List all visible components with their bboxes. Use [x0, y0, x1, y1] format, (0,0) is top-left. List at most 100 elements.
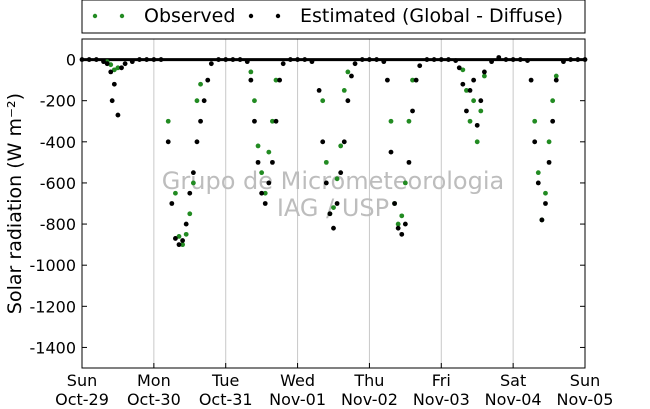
x-tick-label-date: Nov-01 — [269, 390, 326, 409]
observed-point — [190, 180, 196, 186]
observed-point — [176, 234, 182, 239]
x-tick-label-day: Wed — [280, 371, 315, 390]
estimated-point — [176, 242, 182, 248]
estimated-point — [252, 118, 257, 124]
y-tick-label: -200 — [40, 92, 76, 111]
estimated-point — [309, 59, 315, 65]
x-tick-label-date: Oct-29 — [55, 390, 109, 409]
estimated-point — [316, 88, 322, 93]
series-observed — [104, 59, 559, 248]
estimated-point — [471, 77, 477, 83]
y-tick-label: -1200 — [30, 297, 77, 316]
estimated-point — [532, 139, 538, 145]
estimated-point — [277, 77, 283, 83]
observed-point — [471, 98, 477, 104]
estimated-point — [108, 69, 114, 75]
x-tick-label-date: Oct-31 — [199, 390, 253, 409]
x-tick-label-day: Sun — [570, 371, 600, 390]
estimated-point — [255, 159, 261, 165]
estimated-point — [216, 57, 221, 62]
x-tick-label-day: Sun — [67, 371, 97, 390]
observed-point — [395, 221, 401, 227]
y-tick-label: -600 — [40, 174, 76, 193]
x-tick-label-day: Thu — [353, 371, 384, 390]
estimated-point — [417, 63, 423, 69]
estimated-point — [194, 139, 200, 145]
estimated-point — [109, 98, 115, 104]
y-tick-label: -400 — [40, 133, 76, 152]
estimated-point — [561, 59, 566, 65]
estimated-point — [410, 108, 415, 114]
observed-point — [165, 118, 171, 124]
observed-point — [478, 108, 484, 114]
estimated-point — [399, 231, 405, 237]
estimated-point — [550, 118, 556, 124]
legend-label-observed: Observed — [144, 5, 235, 27]
estimated-point — [295, 57, 300, 62]
estimated-point — [165, 139, 171, 145]
observed-point — [345, 69, 351, 75]
estimated-point — [270, 159, 275, 165]
estimated-point — [489, 59, 494, 65]
estimated-point — [546, 159, 552, 165]
observed-point — [388, 118, 394, 124]
estimated-point — [287, 57, 293, 62]
estimated-point — [374, 57, 380, 62]
y-axis-title: Solar radiation (W m⁻²) — [4, 93, 26, 314]
x-tick-label-date: Nov-02 — [341, 390, 398, 409]
estimated-point — [122, 61, 128, 67]
estimated-point — [510, 57, 516, 62]
observed-point — [460, 67, 466, 73]
observed-point — [266, 149, 272, 155]
estimated-point — [93, 57, 99, 62]
observed-point — [550, 98, 556, 104]
observed-point — [270, 118, 275, 124]
observed-point — [252, 98, 257, 104]
estimated-point — [456, 65, 462, 71]
y-axis: 0 -200 -400 -600 -800 -1000 -1200 -1400 — [30, 51, 585, 357]
x-tick-label-day: Fri — [432, 371, 451, 390]
observed-point — [532, 118, 538, 124]
observed-point — [331, 205, 336, 211]
estimated-point — [539, 217, 545, 223]
estimated-point — [129, 59, 135, 65]
estimated-point — [525, 58, 530, 63]
observed-point — [248, 69, 254, 75]
observed-point — [173, 190, 178, 196]
legend-marker-estimated — [248, 13, 254, 19]
estimated-point — [395, 225, 401, 231]
estimated-point — [111, 81, 117, 87]
legend: Observed Estimated (Global - Diffuse) — [81, 0, 586, 34]
observed-point — [194, 98, 200, 104]
observed-point — [410, 77, 415, 83]
estimated-point — [413, 77, 419, 83]
estimated-point — [431, 57, 437, 62]
estimated-point — [280, 61, 286, 67]
estimated-point — [453, 58, 459, 63]
estimated-point — [262, 201, 268, 206]
estimated-point — [169, 201, 175, 206]
estimated-point — [359, 57, 365, 62]
estimated-point — [173, 236, 178, 241]
x-tick-label-date: Nov-03 — [413, 390, 470, 409]
estimated-point — [388, 149, 394, 155]
estimated-point — [349, 73, 354, 79]
estimated-point — [248, 77, 254, 83]
observed-point — [187, 211, 193, 217]
observed-point — [546, 139, 552, 145]
estimated-point — [101, 59, 106, 65]
estimated-point — [381, 59, 387, 65]
estimated-point — [568, 57, 574, 62]
y-tick-label: 0 — [66, 51, 76, 70]
estimated-point — [384, 77, 390, 83]
estimated-point — [517, 57, 523, 62]
plot-frame — [81, 38, 586, 369]
observed-point — [399, 213, 405, 219]
estimated-point — [482, 69, 487, 75]
estimated-point — [424, 57, 430, 62]
y-tick-label: -1000 — [30, 256, 77, 275]
legend-marker-estimated — [275, 13, 281, 19]
estimated-point — [144, 57, 150, 62]
estimated-point — [341, 139, 347, 145]
